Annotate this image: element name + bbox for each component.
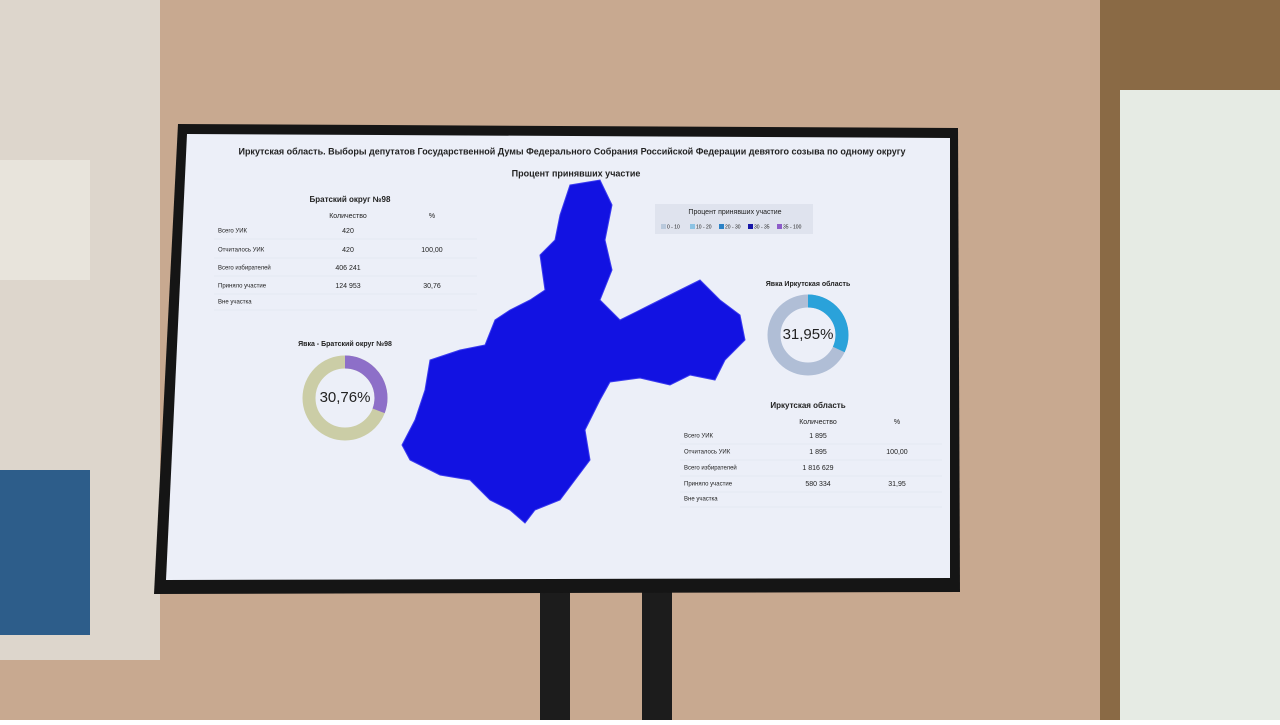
row-count: 420 <box>342 247 354 254</box>
row-count: 406 241 <box>335 265 360 272</box>
row-count: 124 953 <box>335 283 360 290</box>
legend-label: 35 - 100 <box>783 224 802 230</box>
row-pct: 100,00 <box>886 449 908 456</box>
donut-label: 31,95% <box>783 326 834 343</box>
table-title: Братский округ №98 <box>310 195 391 204</box>
row-label: Отчиталось УИК <box>684 450 731 456</box>
row-pct: 30,76 <box>423 283 441 290</box>
table-title: Иркутская область <box>770 401 845 410</box>
book <box>0 470 90 635</box>
legend-swatch <box>777 224 782 229</box>
legend-swatch <box>690 224 695 229</box>
row-label: Вне участка <box>218 300 252 306</box>
row-pct: 100,00 <box>421 247 443 254</box>
magazine <box>0 160 90 280</box>
row-count: 1 816 629 <box>802 465 833 472</box>
donut-segment <box>767 294 849 376</box>
row-count: 580 334 <box>805 481 830 488</box>
legend-swatch <box>661 224 666 229</box>
stand-leg <box>642 590 672 720</box>
legend-title: Процент принявших участие <box>688 209 781 216</box>
row-pct: 31,95 <box>888 481 906 488</box>
row-label: Всего УИК <box>684 434 714 440</box>
row-count: 1 895 <box>809 449 827 456</box>
row-count: 420 <box>342 228 354 235</box>
legend-label: 10 - 20 <box>696 224 712 230</box>
title: Иркутская область. Выборы депутатов Госу… <box>238 146 905 156</box>
legend-swatch <box>719 224 724 229</box>
donut-label: 30,76% <box>320 389 371 406</box>
row-label: Приняло участие <box>684 482 733 488</box>
row-label: Всего избирателей <box>684 465 737 472</box>
legend-label: 20 - 30 <box>725 224 741 230</box>
door-glass <box>1120 90 1280 720</box>
table-header: Количество <box>329 213 367 220</box>
row-count: 1 895 <box>809 433 827 440</box>
donut-segment <box>302 355 388 441</box>
legend-label: 0 - 10 <box>667 224 680 230</box>
map-region <box>401 179 746 524</box>
table-header: % <box>429 213 435 220</box>
legend-label: 30 - 35 <box>754 224 770 230</box>
row-label: Приняло участие <box>218 284 267 290</box>
donut-title: Явка Иркутская область <box>766 280 851 288</box>
row-label: Всего УИК <box>218 229 248 235</box>
donut-title: Явка - Братский округ №98 <box>298 340 392 348</box>
legend-swatch <box>748 224 753 229</box>
table-header: % <box>894 419 900 426</box>
row-label: Вне участка <box>684 497 718 503</box>
row-label: Всего избирателей <box>218 265 271 272</box>
row-label: Отчиталось УИК <box>218 248 265 254</box>
subtitle: Процент принявших участие <box>512 168 641 178</box>
table-header: Количество <box>799 419 837 426</box>
legend-box <box>655 204 813 234</box>
stand-leg <box>540 590 570 720</box>
